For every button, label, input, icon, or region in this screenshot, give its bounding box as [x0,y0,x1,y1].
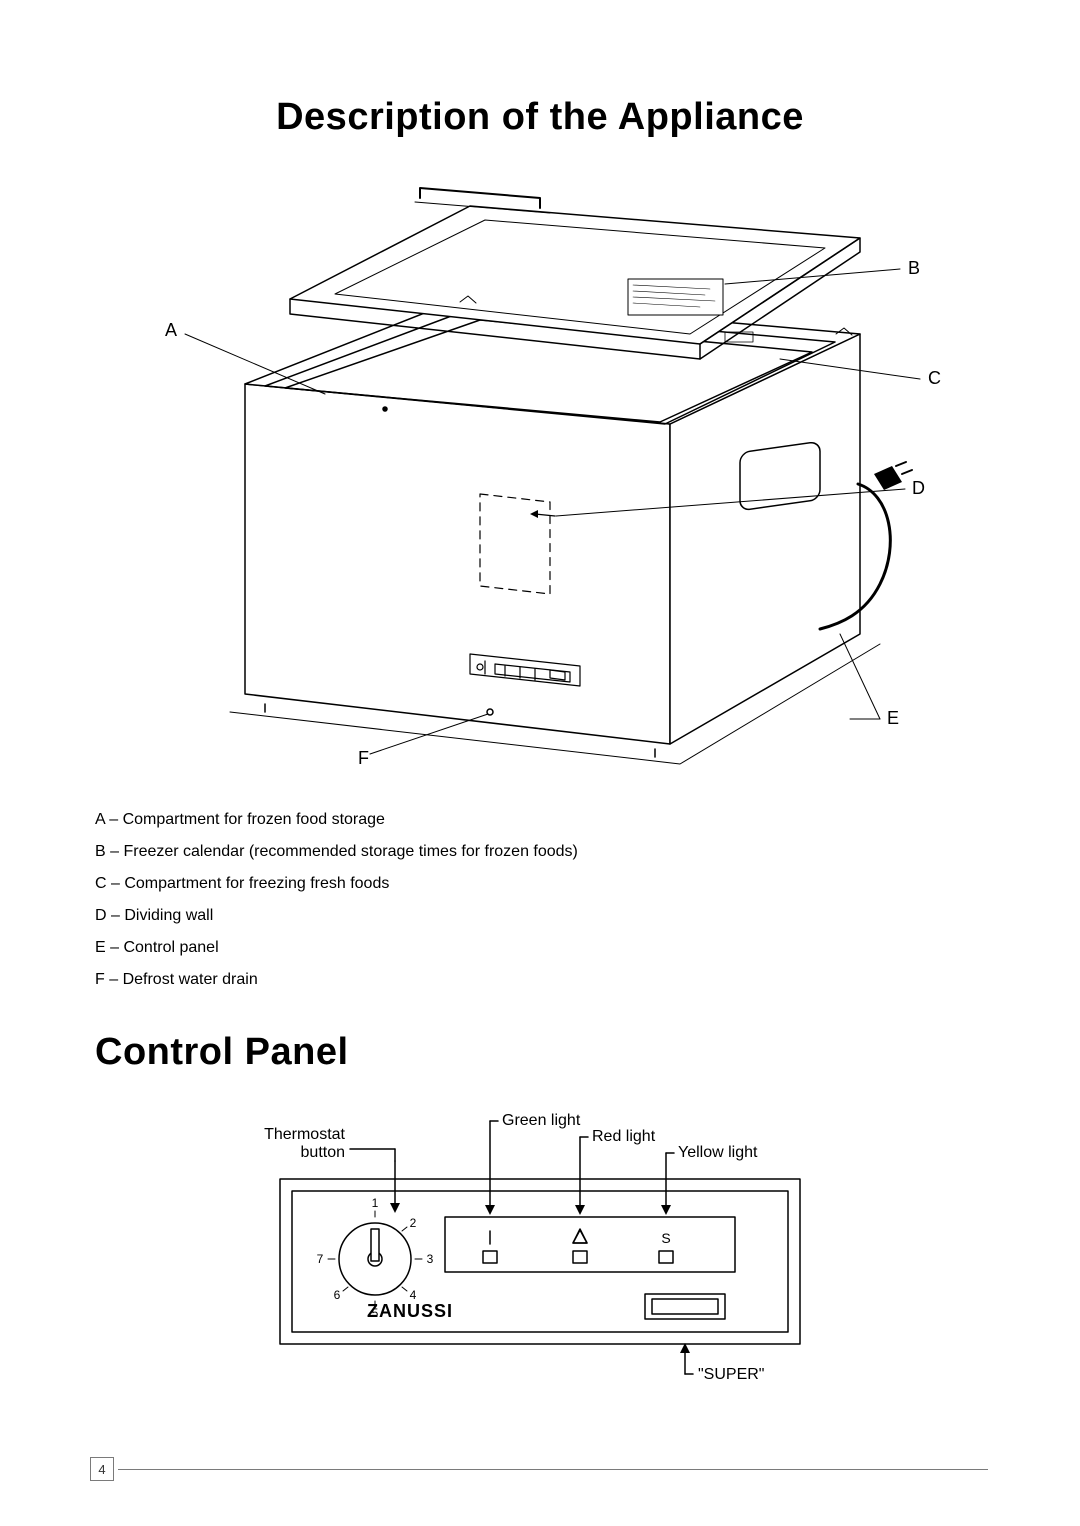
svg-text:4: 4 [410,1288,417,1302]
svg-text:button: button [301,1144,345,1161]
svg-text:6: 6 [334,1288,341,1302]
svg-text:Yellow light: Yellow light [678,1144,758,1161]
page-number: 4 [90,1457,114,1481]
svg-text:S: S [661,1230,670,1246]
svg-text:Red light: Red light [592,1128,656,1145]
svg-text:D: D [912,478,925,498]
svg-text:B: B [908,258,920,278]
page-footer-line [118,1469,988,1470]
svg-text:7: 7 [317,1252,324,1266]
svg-text:3: 3 [427,1252,434,1266]
legend-item-f: F – Defrost water drain [95,964,985,996]
svg-text:1: 1 [372,1196,379,1210]
svg-text:"SUPER": "SUPER" [698,1366,764,1383]
svg-text:Green light: Green light [502,1112,581,1129]
legend-item-a: A – Compartment for frozen food storage [95,804,985,836]
svg-text:Thermostat: Thermostat [264,1126,345,1143]
legend-item-c: C – Compartment for freezing fresh foods [95,868,985,900]
appliance-diagram: A B C D E F [90,184,990,774]
svg-text:E: E [887,708,899,728]
control-panel-diagram: S [240,1099,840,1399]
svg-text:F: F [358,748,369,768]
svg-text:A: A [165,320,177,340]
svg-text:2: 2 [410,1216,417,1230]
svg-text:C: C [928,368,941,388]
page-title: Description of the Appliance [0,0,1080,139]
brand-label: ZANUSSI [367,1301,453,1321]
legend-item-e: E – Control panel [95,932,985,964]
legend-item-b: B – Freezer calendar (recommended storag… [95,836,985,868]
legend-list: A – Compartment for frozen food storage … [95,804,985,996]
legend-item-d: D – Dividing wall [95,900,985,932]
control-panel-title: Control Panel [95,1031,985,1074]
